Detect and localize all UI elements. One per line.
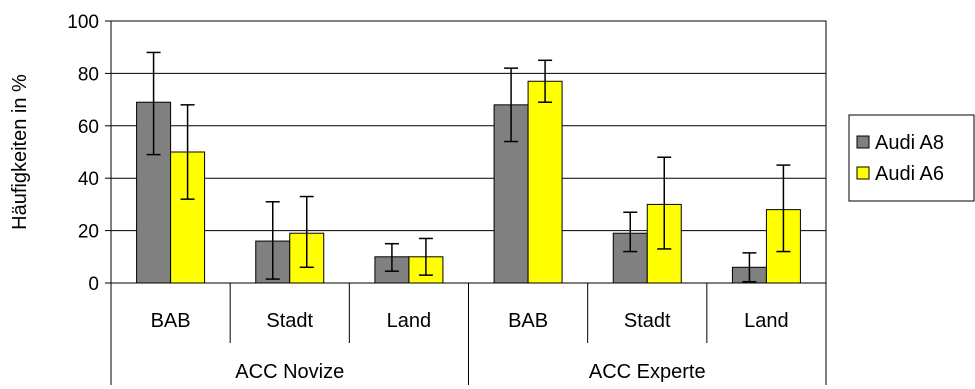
y-tick-label: 20	[78, 222, 99, 243]
legend-box	[848, 114, 975, 202]
x-tick-label: Land	[387, 310, 432, 332]
y-tick-label: 80	[78, 64, 99, 85]
error-bars	[146, 51, 791, 283]
x-group-label: ACC Experte	[589, 361, 706, 383]
x-axis: BAB Stadt Land BAB Stadt Land ACC Novize ACC Ex…	[110, 282, 827, 385]
x-tick-label: BAB	[508, 310, 548, 332]
legend-swatch	[856, 166, 870, 180]
x-tick-label: Stadt	[624, 310, 671, 332]
y-axis: 0 20 40 60 80 100	[67, 12, 112, 295]
y-axis-label: Häufigkeiten in %	[9, 74, 31, 230]
y-tick-label: 60	[78, 117, 99, 138]
x-tick-label: Stadt	[266, 310, 313, 332]
legend: Audi A8 Audi A6	[848, 114, 975, 202]
x-tick-label: BAB	[151, 310, 191, 332]
gridlines	[111, 72, 826, 232]
x-group-label: ACC Novize	[235, 361, 344, 383]
y-tick-label: 100	[67, 12, 99, 33]
x-tick-label: Land	[744, 310, 789, 332]
y-tick-label: 0	[88, 274, 99, 295]
bar-audi-a6	[527, 80, 563, 284]
plot-background	[110, 20, 827, 284]
legend-swatch	[856, 135, 870, 149]
plot-area	[110, 20, 827, 284]
y-tick-label: 40	[78, 169, 99, 190]
legend-label: Audi A8	[875, 132, 944, 154]
legend-label: Audi A6	[875, 163, 944, 185]
